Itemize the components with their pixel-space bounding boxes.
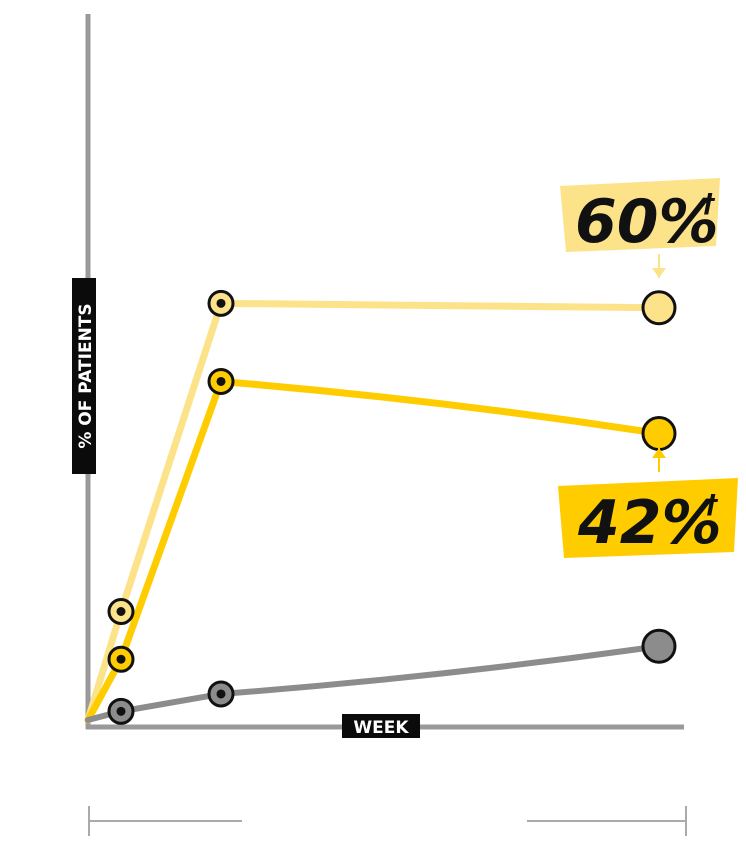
y-axis-label: % OF PATIENTS [72, 278, 96, 474]
x-axis-label-text: WEEK [353, 718, 409, 738]
marker-dot-gold-1 [116, 654, 126, 664]
end-label-light: 60% [575, 187, 719, 257]
data-point-gray-2 [207, 680, 235, 708]
marker-gray-3 [641, 628, 677, 664]
x-axis-label: WEEK [342, 714, 420, 738]
data-point-gray-3 [641, 628, 677, 664]
data-point-gray-1 [107, 697, 135, 725]
end-label-mark-light: † [702, 189, 716, 219]
marker-dot-gold-2 [216, 376, 226, 386]
marker-dot-gray-1 [116, 706, 126, 716]
marker-dot-light-1 [116, 607, 126, 616]
end-label-mark-gold: † [705, 490, 719, 520]
y-axis-label-text: % OF PATIENTS [76, 303, 96, 448]
marker-dot-light-2 [216, 298, 226, 308]
series-line-gold [84, 377, 663, 724]
x-range-bracket [88, 806, 687, 836]
data-point-light-3 [641, 290, 677, 326]
end-label-gold: 42% [577, 488, 722, 558]
callout-arrow-head-gold [652, 448, 666, 458]
data-point-gold-1 [107, 645, 135, 673]
callout-highlight-light [560, 178, 720, 252]
callout-highlight-gold [558, 478, 738, 558]
data-point-gold-2 [207, 367, 235, 395]
callout-arrow-head-light [652, 268, 666, 278]
marker-light-3 [641, 290, 677, 326]
callout-layer: 60%†42%† [558, 178, 738, 558]
marker-dot-gray-2 [216, 689, 226, 699]
data-point-gold-3 [641, 416, 677, 452]
end-callout-gold: 42%† [558, 448, 738, 558]
data-point-light-1 [107, 598, 135, 625]
data-point-light-2 [207, 289, 235, 317]
end-callout-light: 60%† [560, 178, 720, 278]
marker-gold-3 [641, 416, 677, 452]
series-line-gray [85, 643, 662, 723]
series-layer [84, 289, 677, 725]
series-line-light [84, 299, 663, 724]
